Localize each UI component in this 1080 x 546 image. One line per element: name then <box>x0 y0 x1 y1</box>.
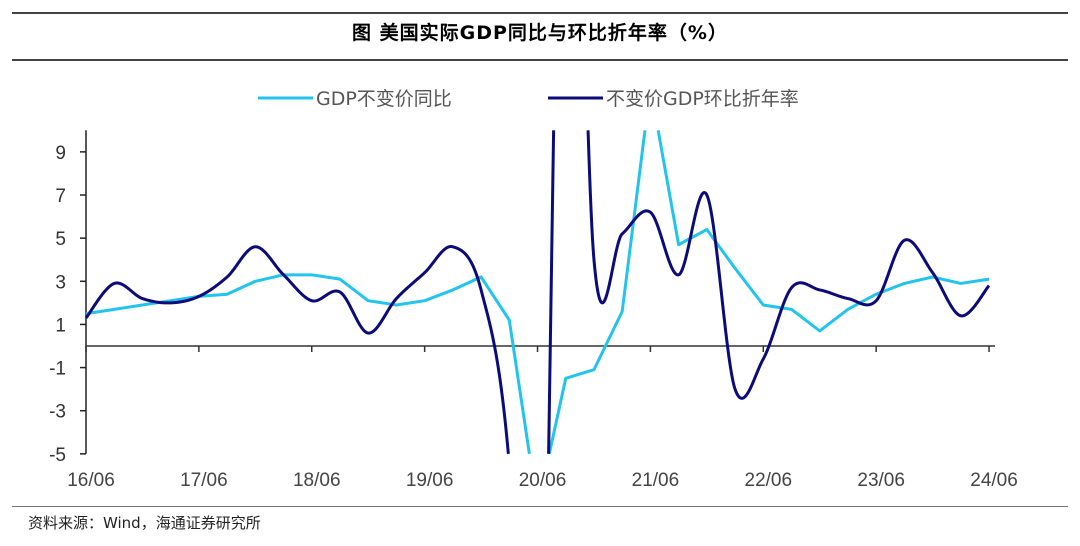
series-line-1 <box>84 130 991 454</box>
x-tick-label: 16/06 <box>67 470 115 491</box>
title-rule <box>12 59 1068 61</box>
source-note: 资料来源：Wind，海通证券研究所 <box>28 514 261 532</box>
x-tick-label: 23/06 <box>857 470 905 491</box>
top-rule <box>12 12 1068 14</box>
x-tick-label: 21/06 <box>632 470 680 491</box>
y-tick-label: 5 <box>55 229 66 250</box>
series-line-0 <box>85 130 990 455</box>
x-tick-label: 18/06 <box>293 470 341 491</box>
y-tick-label: -5 <box>49 445 66 466</box>
bottom-rule <box>12 506 1068 507</box>
legend-label-1: 不变价GDP环比折年率 <box>606 88 799 110</box>
y-tick-label: -1 <box>49 359 66 380</box>
x-tick-label: 24/06 <box>970 470 1018 491</box>
y-tick-label: 3 <box>55 272 66 293</box>
y-tick-label: 1 <box>55 315 66 336</box>
x-tick-label: 17/06 <box>180 470 228 491</box>
x-tick-label: 20/06 <box>519 470 567 491</box>
legend-label-0: GDP不变价同比 <box>316 88 452 110</box>
y-tick-label: 9 <box>55 143 66 164</box>
x-tick-label: 22/06 <box>745 470 793 491</box>
x-tick-label: 19/06 <box>406 470 454 491</box>
y-tick-label: -3 <box>49 402 66 423</box>
y-tick-label: 7 <box>55 186 66 207</box>
chart: GDP不变价同比 不变价GDP环比折年率 -5 -3 -1 1 3 5 7 9 16/06 17/06… <box>49 88 1018 491</box>
chart-title: 图 美国实际GDP同比与环比折年率（%） <box>352 22 728 44</box>
